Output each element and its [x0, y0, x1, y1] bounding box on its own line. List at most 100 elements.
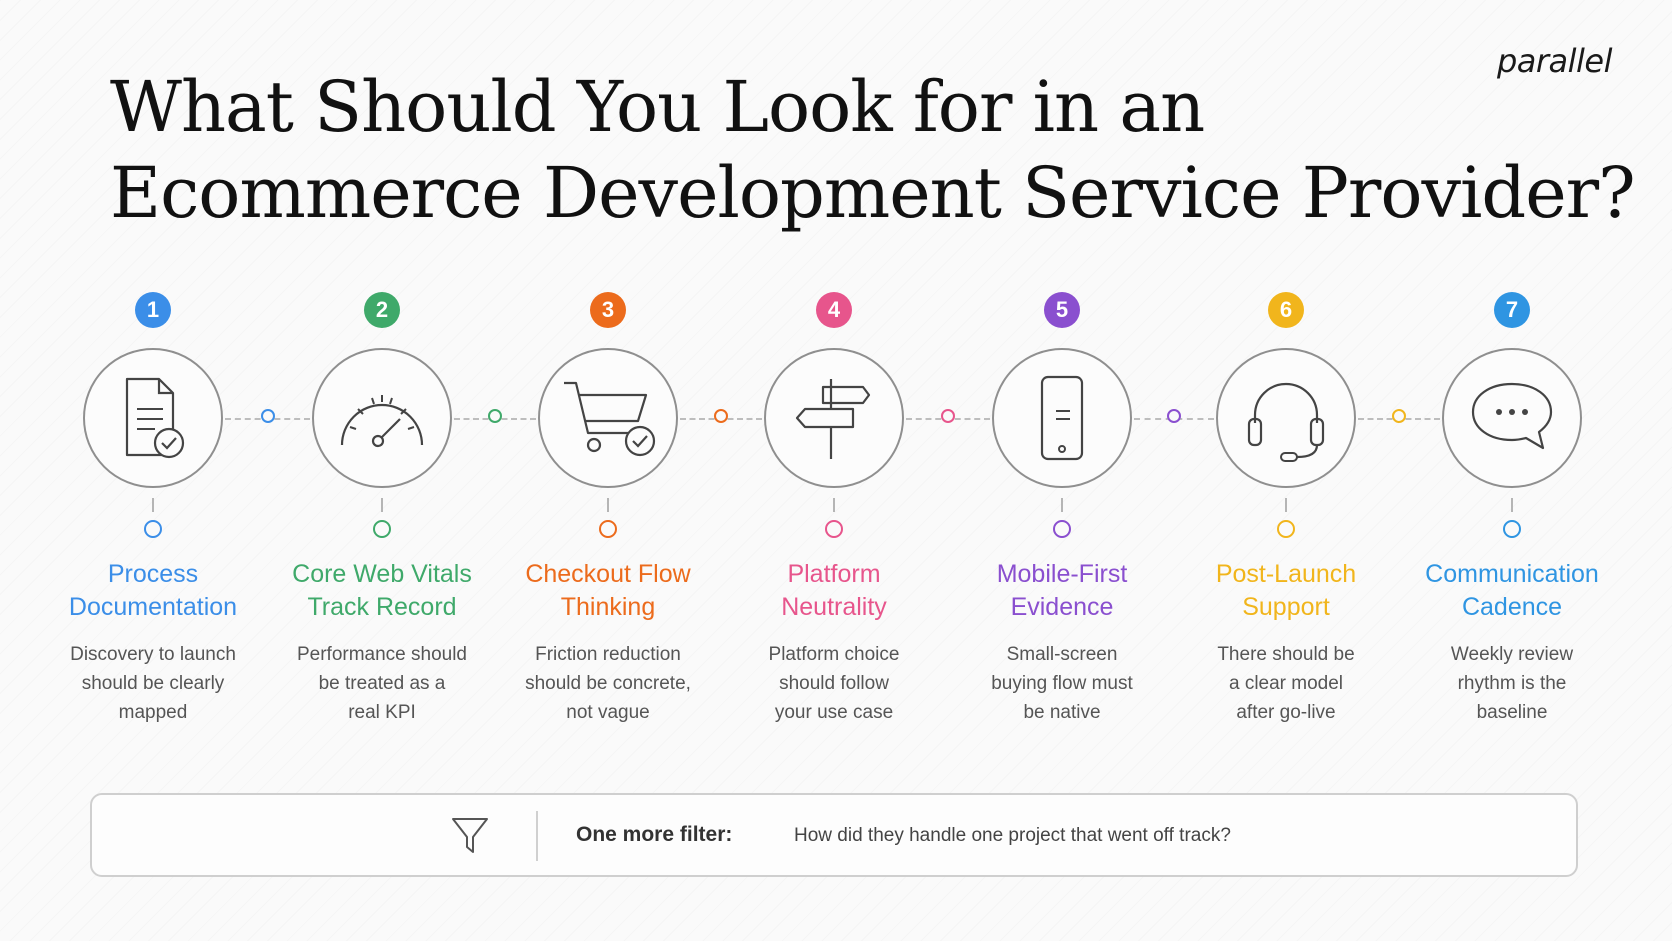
step-icon-circle: [1442, 348, 1582, 488]
step-description-line: Small-screen: [1006, 644, 1118, 665]
step-description-line: Friction reduction: [535, 644, 681, 665]
step-number-badge: 1: [135, 292, 171, 328]
step-number-badge: 6: [1268, 292, 1304, 328]
step-description-line: a clear model: [1228, 673, 1344, 694]
step-label: Platform Neutrality: [724, 558, 944, 624]
filter-label: One more filter:: [576, 823, 733, 846]
step-description-line: should be concrete,: [525, 673, 691, 694]
step-description-line: real KPI: [348, 702, 416, 723]
title-line-2: Ecommerce Development Service Provider?: [110, 152, 1636, 234]
step-label-line: Cadence: [1461, 593, 1563, 621]
page-title: What Should You Look for in an Ecommerce…: [110, 64, 1636, 236]
headset-icon: [1241, 373, 1331, 463]
step-description: Weekly review rhythm is the baseline: [1402, 640, 1622, 727]
step-dot: [1503, 520, 1521, 538]
connector-node: [260, 409, 275, 423]
connector-node: [1392, 409, 1406, 423]
step-description: Friction reduction should be concrete, not…: [498, 640, 718, 727]
step-number-badge: 5: [1044, 292, 1080, 328]
title-line-1: What Should You Look for in an: [110, 66, 1205, 148]
step-description-line: Weekly review: [1450, 644, 1574, 665]
step-stem: [381, 498, 383, 512]
step-label: Process Documentation: [43, 558, 263, 624]
step-stem: [1511, 498, 1513, 512]
step-description: Performance should be treated as a real KP…: [272, 640, 492, 727]
step-label-line: Evidence: [1010, 593, 1114, 621]
step-label-line: Track Record: [307, 593, 457, 621]
step-label: Post-Launch Support: [1176, 558, 1396, 624]
step-description: Platform choice should follow your use cas…: [724, 640, 944, 727]
step-description-line: buying flow must: [991, 673, 1133, 694]
step-icon-circle: [83, 348, 223, 488]
step-icon-circle: [538, 348, 678, 488]
filter-divider: [536, 811, 538, 861]
brand-logo: parallel: [1496, 42, 1613, 80]
step-label-line: Documentation: [68, 593, 238, 621]
step-label-line: Thinking: [560, 593, 656, 621]
step-7: 7 Communication Cadence Weekly review rhythm…: [1402, 0, 1622, 740]
step-icon-circle: [1216, 348, 1356, 488]
step-5: 5 Mobile-First Evidence Small-screen buying …: [952, 0, 1172, 740]
step-label-line: Core Web Vitals: [292, 560, 472, 588]
step-label-line: Neutrality: [781, 593, 887, 621]
step-description-line: should be clearly: [81, 673, 225, 694]
step-label-line: Support: [1242, 593, 1330, 621]
step-stem: [1285, 498, 1287, 512]
step-2: 2 Core Web Vitals Track Record Performance …: [272, 0, 492, 740]
chat-bubble-icon: [1467, 378, 1557, 458]
step-description-line: not vague: [566, 702, 650, 723]
step-4: 4 Platform Neutrality Platform choice should…: [724, 0, 944, 740]
step-icon-circle: [312, 348, 452, 488]
speedometer-icon: [334, 383, 430, 453]
smartphone-icon: [1032, 373, 1092, 463]
step-number-badge: 4: [816, 292, 852, 328]
step-stem: [1061, 498, 1063, 512]
step-stem: [607, 498, 609, 512]
step-description-line: Platform choice: [768, 644, 900, 665]
step-description: There should be a clear model after go-liv…: [1176, 640, 1396, 727]
step-dot: [1053, 520, 1071, 538]
connector-node: [714, 409, 728, 423]
step-dot: [825, 520, 843, 538]
step-description-line: Discovery to launch: [70, 644, 236, 665]
step-icon-circle: [992, 348, 1132, 488]
signpost-icon: [789, 373, 879, 463]
step-description-line: your use case: [774, 702, 894, 723]
step-dot: [373, 520, 391, 538]
step-label-line: Communication: [1425, 560, 1599, 588]
step-dot: [1277, 520, 1295, 538]
step-dot: [599, 520, 617, 538]
step-label-line: Checkout Flow: [525, 560, 691, 588]
step-description-line: should follow: [779, 673, 889, 694]
steps-timeline: 1 Process Documentation Discovery to launch…: [43, 0, 1622, 740]
step-stem: [833, 498, 835, 512]
step-1: 1 Process Documentation Discovery to launch…: [43, 0, 263, 740]
step-label-line: Post-Launch: [1215, 560, 1357, 588]
step-description-line: rhythm is the: [1457, 673, 1567, 694]
step-number-badge: 7: [1494, 292, 1530, 328]
step-description-line: after go-live: [1236, 702, 1336, 723]
step-icon-circle: [764, 348, 904, 488]
step-description: Discovery to launch should be clearly mapp…: [43, 640, 263, 727]
step-description-line: be native: [1023, 702, 1101, 723]
connector-node: [1167, 409, 1181, 423]
step-6: 6 Post-Launch Support There should be a clea…: [1176, 0, 1396, 740]
step-dot: [144, 520, 162, 538]
step-label: Checkout Flow Thinking: [498, 558, 718, 624]
filter-box: One more filter: How did they handle one…: [90, 793, 1578, 877]
step-label-line: Platform: [787, 560, 881, 588]
connector-node: [941, 409, 955, 423]
step-label-line: Process: [107, 560, 199, 588]
step-number-badge: 3: [590, 292, 626, 328]
filter-question: How did they handle one project that wen…: [794, 825, 1231, 846]
connector-node: [488, 409, 502, 423]
step-stem: [152, 498, 154, 512]
step-label: Core Web Vitals Track Record: [272, 558, 492, 624]
step-number-badge: 2: [364, 292, 400, 328]
step-description-line: Performance should: [296, 644, 468, 665]
step-label: Mobile-First Evidence: [952, 558, 1172, 624]
step-description-line: baseline: [1476, 702, 1548, 723]
step-label-line: Mobile-First: [996, 560, 1128, 588]
document-check-icon: [113, 373, 193, 463]
step-description: Small-screen buying flow must be native: [952, 640, 1172, 727]
